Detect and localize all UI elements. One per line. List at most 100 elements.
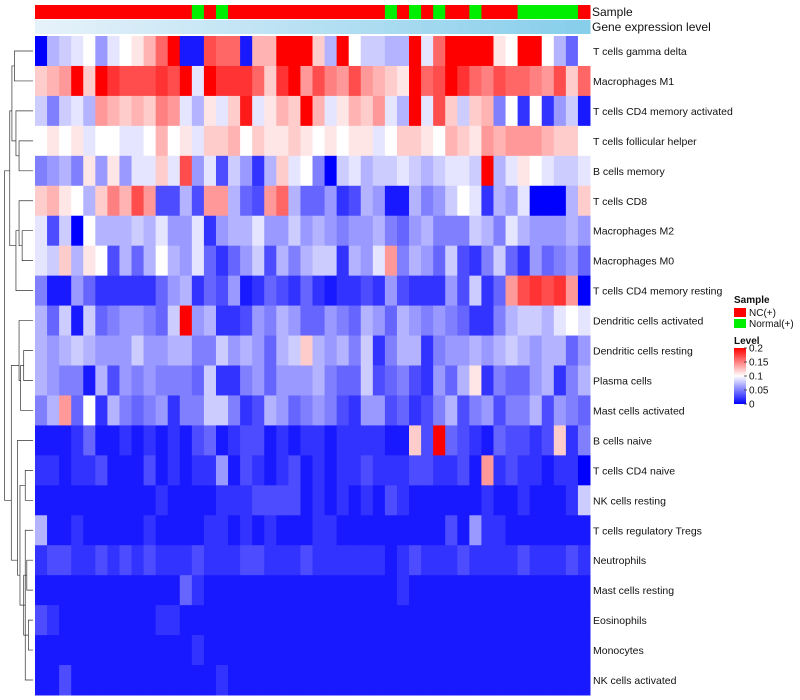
heatmap-cell: [167, 485, 181, 516]
heatmap-cell: [179, 485, 193, 516]
heatmap-cell: [384, 485, 398, 516]
heatmap-cell: [553, 335, 567, 366]
heatmap-cell: [324, 485, 338, 516]
heatmap-cell: [409, 245, 422, 277]
heatmap-cell: [517, 36, 531, 67]
gene-expression-annotation-bar: [35, 20, 591, 34]
heatmap-cell: [348, 485, 362, 516]
heatmap-cell: [35, 125, 48, 157]
heatmap-cell: [71, 125, 84, 157]
heatmap-cell: [288, 395, 301, 426]
heatmap-cell: [517, 395, 531, 426]
heatmap-cell: [336, 36, 350, 67]
heatmap-cell: [348, 305, 362, 337]
heatmap-cell: [312, 275, 326, 307]
heatmap-cell: [276, 395, 289, 426]
gene-annotation-cell: [421, 20, 434, 34]
heatmap-cell: [252, 575, 265, 606]
heatmap-cell: [95, 635, 108, 666]
heatmap-cell: [565, 635, 579, 666]
heatmap-cell: [421, 125, 434, 157]
heatmap-cell: [565, 335, 579, 366]
heatmap-cell: [384, 305, 398, 337]
sample-annotation-cell: [565, 5, 579, 19]
heatmap-cell: [155, 515, 169, 546]
heatmap-cell: [215, 185, 229, 217]
heatmap-cell: [228, 36, 241, 67]
heatmap-cell: [131, 215, 145, 247]
heatmap-cell: [324, 245, 338, 277]
gene-annotation-cell: [324, 20, 338, 34]
heatmap-cell: [252, 425, 265, 456]
heatmap-cell: [47, 275, 60, 307]
heatmap-cell: [312, 65, 326, 97]
heatmap-cell: [312, 665, 326, 696]
heatmap-cell: [312, 575, 326, 606]
heatmap-cell: [240, 365, 253, 396]
heatmap-cell: [421, 395, 434, 426]
heatmap-cell: [505, 515, 519, 546]
heatmap-cell: [312, 605, 326, 636]
heatmap-cell: [517, 245, 531, 277]
heatmap-cell: [71, 635, 84, 666]
heatmap-cell: [529, 155, 543, 187]
heatmap-cell: [179, 95, 193, 127]
heatmap-cell: [312, 425, 326, 456]
heatmap-cell: [167, 125, 181, 157]
sample-annotation-cell: [35, 5, 48, 19]
dendrogram-branch: [17, 440, 33, 576]
sample-annotation-cell: [324, 5, 338, 19]
heatmap-cell: [276, 365, 289, 396]
heatmap-cell: [360, 335, 374, 366]
heatmap-cell: [505, 305, 519, 337]
heatmap-cell: [421, 65, 434, 97]
heatmap-cell: [433, 545, 446, 576]
heatmap-cell: [372, 305, 386, 337]
sample-annotation-cell: [47, 5, 60, 19]
heatmap-cell: [505, 215, 519, 247]
heatmap-cell: [565, 515, 579, 546]
heatmap-cell: [167, 245, 181, 277]
heatmap-cell: [324, 545, 338, 576]
heatmap-cell: [288, 95, 301, 127]
heatmap-cell: [529, 275, 543, 307]
heatmap-cell: [336, 185, 350, 217]
heatmap-cell: [276, 275, 289, 307]
heatmap-cell: [71, 155, 84, 187]
heatmap-cell: [143, 335, 157, 366]
heatmap-cell: [107, 635, 120, 666]
heatmap-cell: [240, 455, 253, 486]
heatmap-cell: [517, 215, 531, 247]
dendrogram-branch: [15, 230, 33, 291]
heatmap-cell: [240, 36, 253, 67]
heatmap-cell: [59, 665, 72, 696]
heatmap-cell: [179, 155, 193, 187]
sample-annotation-cell: [529, 5, 543, 19]
heatmap-cell: [445, 665, 458, 696]
heatmap-cell: [445, 365, 458, 396]
heatmap-cell: [107, 155, 120, 187]
heatmap-cell: [203, 365, 217, 396]
heatmap-cells: [35, 36, 591, 696]
heatmap-cell: [396, 485, 410, 516]
heatmap-cell: [372, 245, 386, 277]
heatmap-cell: [59, 305, 72, 337]
heatmap-cell: [348, 275, 362, 307]
heatmap-cell: [131, 155, 145, 187]
heatmap-cell: [264, 545, 277, 576]
heatmap-cell: [517, 575, 531, 606]
heatmap-cell: [360, 395, 374, 426]
heatmap-cell: [215, 125, 229, 157]
heatmap-cell: [553, 635, 567, 666]
heatmap-cell: [131, 335, 145, 366]
heatmap-cell: [240, 95, 253, 127]
heatmap-cell: [529, 245, 543, 277]
heatmap-cell: [553, 65, 567, 97]
heatmap-cell: [71, 365, 84, 396]
heatmap-cell: [505, 605, 519, 636]
heatmap-cell: [348, 605, 362, 636]
heatmap-cell: [288, 455, 301, 486]
row-label: T cells gamma delta: [593, 46, 687, 58]
heatmap-cell: [47, 455, 60, 486]
gene-annotation-cell: [155, 20, 169, 34]
